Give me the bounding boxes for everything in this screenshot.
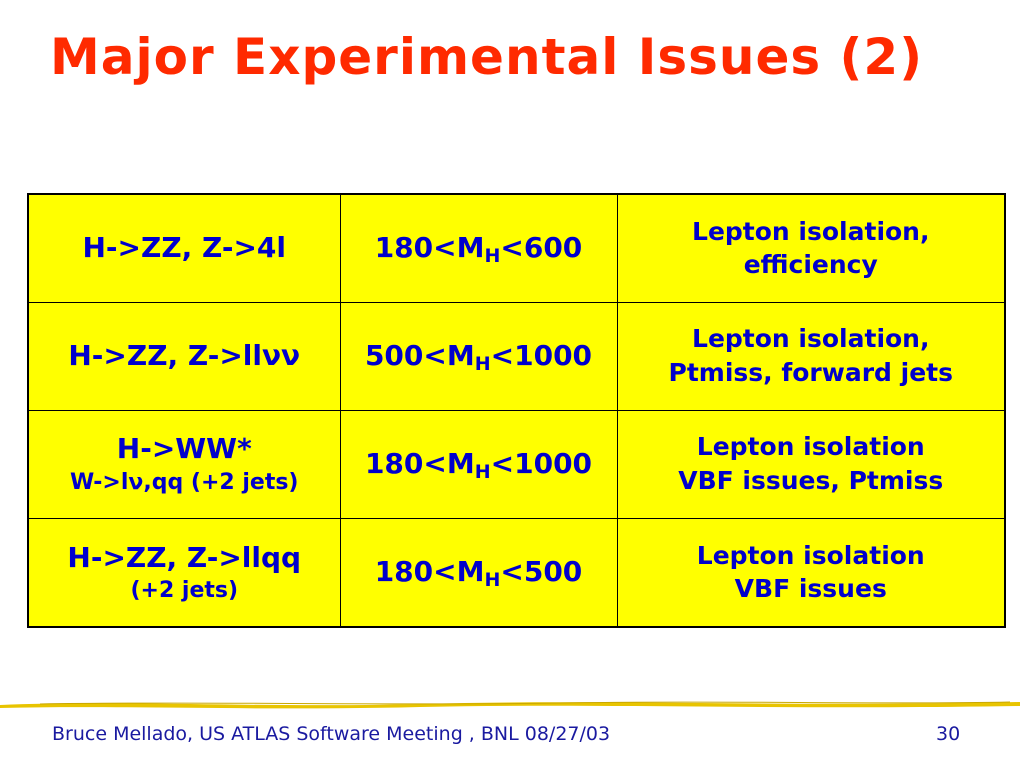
channel-cell: H->ZZ, Z->llνν [27, 301, 341, 411]
mass-subscript: H [474, 461, 491, 484]
mass-range-cell: 180<MH<600 [339, 193, 618, 303]
issue-line: Lepton isolation [696, 540, 925, 570]
issue-line: Ptmiss, forward jets [668, 358, 954, 387]
issue-line: VBF issues, Ptmiss [678, 466, 944, 495]
mass-range-cell: 500<MH<1000 [339, 301, 618, 411]
table-row: H->ZZ, Z->4l 180<MH<600 Lepton isolation… [27, 193, 1006, 303]
channel-main: H->ZZ, Z->4l [82, 231, 286, 265]
page-number: 30 [936, 723, 961, 745]
footer-text: Bruce Mellado, US ATLAS Software Meeting… [52, 723, 611, 745]
mass-range-suffix: <1000 [490, 447, 593, 481]
mass-range-prefix: 500<M [364, 339, 475, 373]
issue-line: efficiency [743, 250, 878, 280]
table-row: H->ZZ, Z->llqq (+2 jets) 180<MH<500 Lept… [27, 517, 1006, 628]
issues-cell: Lepton isolation VBF issues [616, 517, 1006, 628]
channel-cell: H->ZZ, Z->llqq (+2 jets) [27, 517, 341, 628]
channel-detail: (+2 jets) [130, 578, 239, 604]
channel-detail: W->lν,qq (+2 jets) [70, 470, 299, 496]
mass-subscript: H [484, 245, 501, 268]
issues-cell: Lepton isolation VBF issues, Ptmiss [616, 409, 1006, 519]
mass-range-suffix: <600 [500, 231, 583, 265]
mass-range-cell: 180<MH<1000 [339, 409, 618, 519]
mass-subscript: H [484, 569, 501, 592]
mass-range-suffix: <1000 [490, 339, 593, 373]
issue-line: VBF issues [734, 574, 887, 604]
mass-range-prefix: 180<M [374, 555, 485, 589]
table-row: H->ZZ, Z->llνν 500<MH<1000 Lepton isolat… [27, 301, 1006, 411]
channel-main: H->ZZ, Z->llqq [67, 540, 302, 574]
channel-cell: H->WW* W->lν,qq (+2 jets) [27, 409, 341, 519]
issues-cell: Lepton isolation, Ptmiss, forward jets [616, 301, 1006, 411]
mass-range-cell: 180<MH<500 [339, 517, 618, 628]
slide-title: Major Experimental Issues (2) [50, 28, 924, 86]
mass-range-suffix: <500 [500, 555, 583, 589]
channel-main: H->ZZ, Z->llνν [68, 339, 301, 373]
issues-cell: Lepton isolation, efficiency [616, 193, 1006, 303]
issues-table: H->ZZ, Z->4l 180<MH<600 Lepton isolation… [27, 193, 1006, 628]
mass-range-prefix: 180<M [364, 447, 475, 481]
table-row: H->WW* W->lν,qq (+2 jets) 180<MH<1000 Le… [27, 409, 1006, 519]
issue-line: Lepton isolation, [692, 216, 930, 246]
footer-rule [0, 701, 1020, 709]
issue-line: Lepton isolation, [692, 324, 930, 354]
channel-cell: H->ZZ, Z->4l [27, 193, 341, 303]
channel-main: H->WW* [116, 432, 252, 466]
mass-subscript: H [474, 353, 491, 376]
issue-line: Lepton isolation [696, 432, 925, 462]
mass-range-prefix: 180<M [374, 231, 485, 265]
